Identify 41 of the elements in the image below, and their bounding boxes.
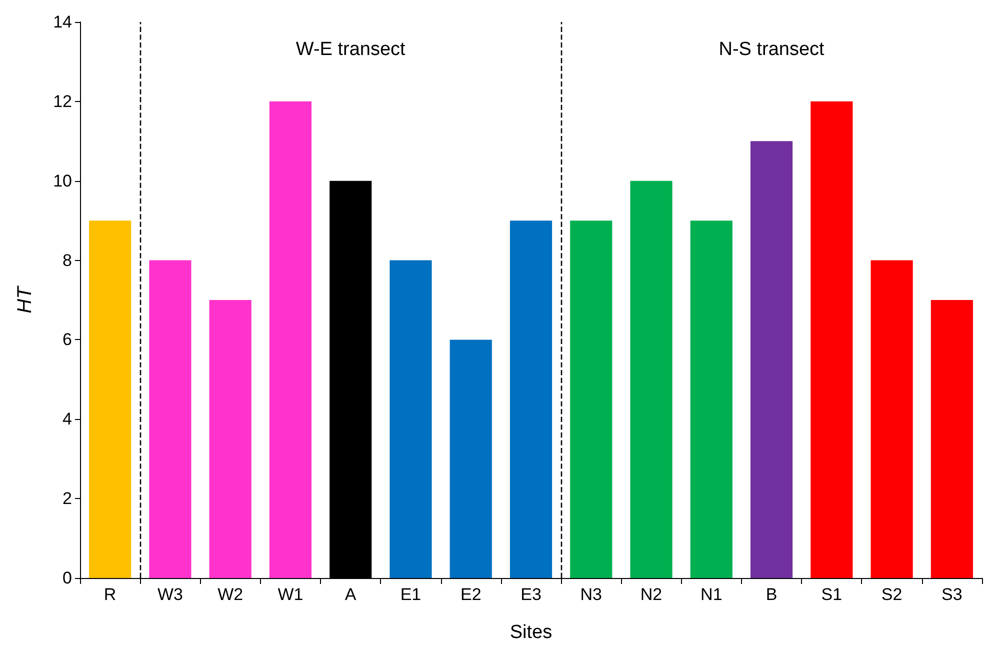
y-tick-label: 12	[53, 92, 72, 111]
bar	[450, 340, 492, 578]
bar	[690, 220, 732, 578]
y-tick-label: 6	[62, 330, 72, 350]
bar	[810, 101, 853, 578]
x-tick-label: A	[344, 585, 357, 604]
y-tick-label: 8	[62, 250, 72, 270]
bar	[750, 141, 793, 578]
annotation: N-S transect	[718, 39, 826, 60]
y-tick-label: 2	[62, 489, 72, 508]
x-axis-title: Sites	[510, 622, 552, 643]
x-tick-label: W2	[218, 585, 244, 604]
bar	[269, 101, 312, 578]
x-tick-label: W1	[278, 585, 304, 604]
bar	[209, 300, 252, 578]
x-tick-label: S2	[881, 585, 902, 604]
bar	[89, 220, 132, 578]
x-tick-label: B	[766, 585, 778, 604]
x-tick-label: E2	[460, 585, 482, 604]
bar	[149, 260, 192, 578]
x-tick-label: E1	[400, 585, 422, 604]
x-tick-label: E3	[520, 585, 542, 604]
y-tick-label: 4	[62, 410, 72, 429]
bar	[510, 220, 552, 578]
annotation: W-E transect	[296, 39, 406, 60]
bar	[390, 260, 432, 578]
bar	[630, 180, 672, 578]
bar	[870, 260, 913, 578]
bar	[570, 220, 612, 578]
bar	[930, 300, 973, 578]
x-tick-label: S1	[821, 585, 842, 604]
x-tick-label: N2	[640, 585, 662, 604]
y-tick-label: 10	[53, 171, 72, 190]
y-axis-title: HT	[14, 284, 36, 314]
x-tick-label: R	[104, 585, 116, 604]
y-tick-label: 14	[53, 12, 72, 32]
x-tick-label: W3	[157, 585, 183, 604]
x-tick-label: N1	[700, 585, 722, 604]
x-tick-label: S3	[942, 585, 962, 604]
y-tick-label: 0	[62, 568, 72, 588]
x-tick-label: N3	[580, 585, 602, 604]
